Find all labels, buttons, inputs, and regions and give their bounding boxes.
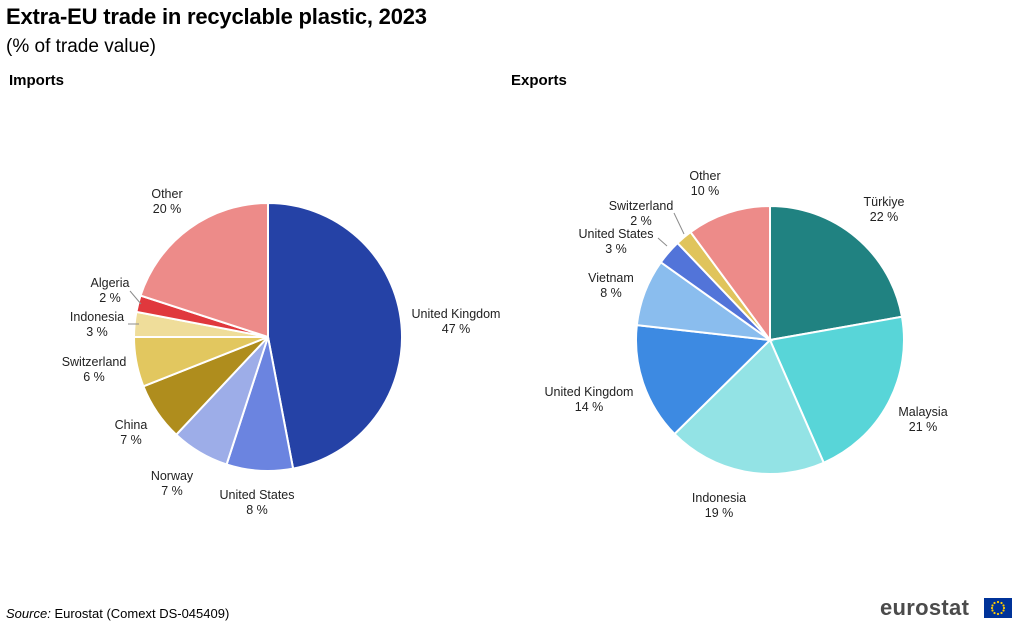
imports-label-indonesia: Indonesia 3 % xyxy=(70,310,124,339)
exports-label-malaysia: Malaysia 21 % xyxy=(898,405,947,434)
imports-title: Imports xyxy=(9,72,65,89)
exports-slice-other xyxy=(689,204,771,344)
exports-label-united-states: United States 3 % xyxy=(578,227,653,256)
exports-label-switzerland: Switzerland 2 % xyxy=(609,199,674,228)
imports-label-norway: Norway 7 % xyxy=(151,469,194,498)
imports-label-other: Other 20 % xyxy=(151,187,182,216)
exports-label-indonesia: Indonesia 19 % xyxy=(692,491,746,520)
exports-slice-united-kingdom xyxy=(635,324,773,436)
imports-slice-united-kingdom xyxy=(267,201,403,470)
imports-label-united-states: United States 8 % xyxy=(219,488,294,517)
exports-slice-indonesia xyxy=(673,338,826,475)
chart-subtitle: (% of trade value) xyxy=(6,36,156,57)
exports-slice-turkiye xyxy=(769,204,904,342)
source-note: Source: Eurostat (Comext DS-045409) xyxy=(6,606,229,621)
exports-leader-united-states xyxy=(657,237,668,247)
exports-pie: Türkiye 22 % Malaysia 21 % Indonesia 19 % Unit… xyxy=(545,169,948,520)
exports-label-united-kingdom: United Kingdom 14 % xyxy=(545,385,634,414)
eurostat-wordmark: eurostat xyxy=(880,595,970,620)
exports-label-turkiye: Türkiye 22 % xyxy=(864,195,905,224)
exports-leader-switzerland xyxy=(673,212,685,235)
imports-label-china: China 7 % xyxy=(115,418,148,447)
imports-pie: United Kingdom 47 % United States 8 % Norway… xyxy=(62,187,501,517)
exports-title: Exports xyxy=(511,72,567,89)
exports-label-vietnam: Vietnam 8 % xyxy=(588,271,634,300)
imports-leader-algeria xyxy=(129,290,142,305)
source-text: Eurostat (Comext DS-045409) xyxy=(54,606,230,621)
eurostat-logo: eurostat xyxy=(880,592,1018,626)
exports-slice-malaysia xyxy=(768,315,905,465)
imports-label-algeria: Algeria 2 % xyxy=(91,276,130,305)
chart-title: Extra-EU trade in recyclable plastic, 20… xyxy=(6,4,427,29)
imports-label-switzerland: Switzerland 6 % xyxy=(62,355,127,384)
exports-label-other: Other 10 % xyxy=(689,169,720,198)
source-label: Source: xyxy=(6,606,51,621)
imports-label-united-kingdom: United Kingdom 47 % xyxy=(412,307,501,336)
imports-slice-other xyxy=(139,201,269,339)
eu-flag-icon xyxy=(984,598,1012,618)
